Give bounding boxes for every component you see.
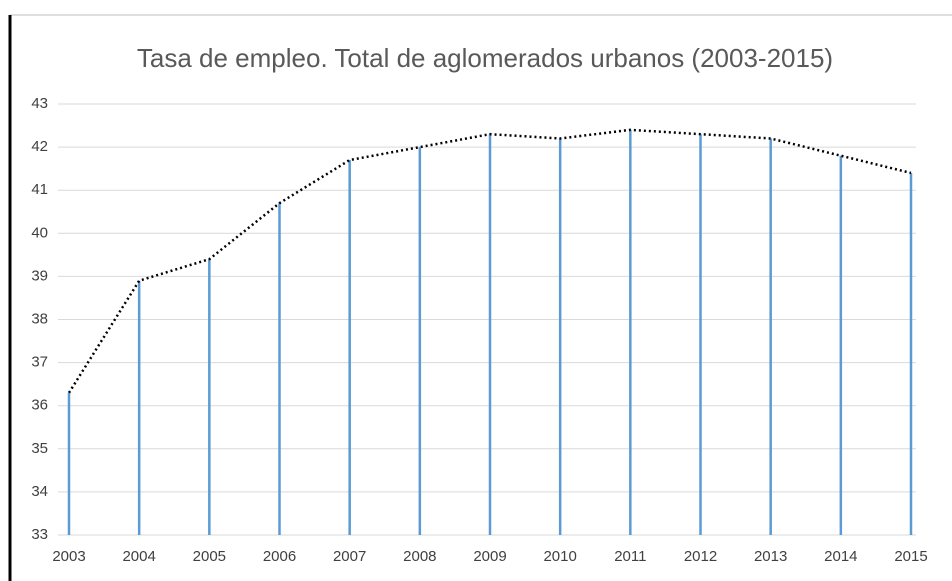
y-tick-label: 37 xyxy=(31,354,48,371)
x-tick-label: 2014 xyxy=(824,548,857,565)
chart-title: Tasa de empleo. Total de aglomerados urb… xyxy=(137,43,833,73)
x-tick-label: 2004 xyxy=(122,548,155,565)
x-tick-label: 2005 xyxy=(193,548,226,565)
y-tick-label: 41 xyxy=(31,181,48,198)
x-tick-label: 2011 xyxy=(614,548,646,565)
y-tick-label: 40 xyxy=(31,224,48,241)
x-tick-label: 2008 xyxy=(403,548,436,565)
x-tick-label: 2009 xyxy=(473,548,506,565)
y-tick-label: 39 xyxy=(31,267,48,284)
x-tick-label: 2010 xyxy=(543,548,576,565)
y-tick-label: 36 xyxy=(31,397,48,414)
line-series xyxy=(67,128,912,394)
x-tick-label: 2006 xyxy=(263,548,296,565)
y-tick-label: 35 xyxy=(31,440,48,457)
x-tick-label: 2007 xyxy=(333,548,366,565)
y-tick-label: 34 xyxy=(31,483,48,500)
x-tick-label: 2013 xyxy=(754,548,787,565)
y-tick-label: 38 xyxy=(31,310,48,327)
x-tick-label: 2003 xyxy=(52,548,85,565)
y-tick-label: 33 xyxy=(31,526,48,543)
x-tick-label: 2015 xyxy=(894,548,927,565)
y-tick-label: 42 xyxy=(31,138,48,155)
x-tick-label: 2012 xyxy=(684,548,717,565)
y-tick-label: 43 xyxy=(31,95,48,112)
